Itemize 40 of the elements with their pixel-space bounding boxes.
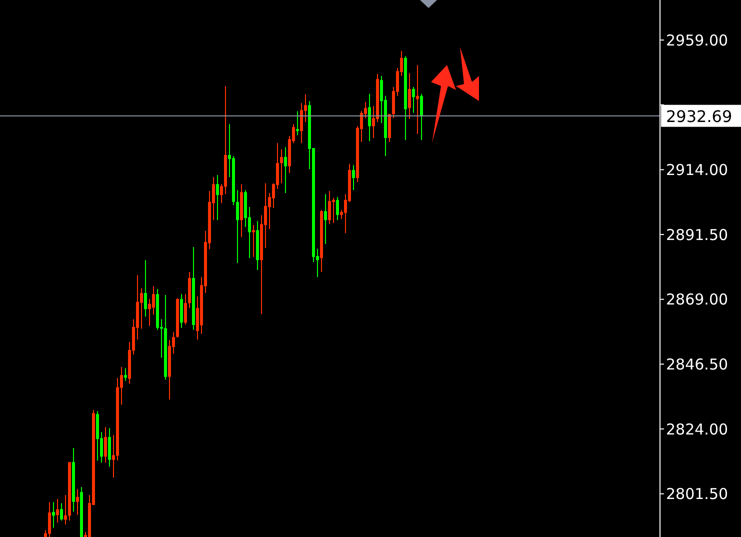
candlestick [284, 146, 287, 194]
candlestick [280, 148, 283, 184]
candlestick [140, 288, 143, 330]
candlestick [408, 72, 411, 120]
candlestick [300, 102, 303, 144]
y-tick-label: 2959.00 [666, 31, 728, 50]
candlestick [180, 294, 183, 328]
candlestick [56, 498, 59, 524]
candlestick [48, 502, 51, 537]
candlestick [184, 294, 187, 326]
candlestick [236, 190, 239, 264]
candlestick [124, 368, 127, 382]
y-tick-label: 2801.50 [666, 485, 728, 504]
candlestick [412, 86, 415, 114]
candlestick [324, 194, 327, 245]
candlestick [352, 164, 355, 191]
candlestick [336, 196, 339, 221]
candlestick [152, 286, 155, 316]
y-tick-label: 2891.50 [666, 226, 728, 244]
candlestick [252, 224, 255, 258]
candlestick [328, 190, 331, 225]
ref-line-label: 2932.69 [666, 106, 732, 126]
candlestick [52, 502, 55, 528]
candlestick [420, 93, 423, 141]
candlestick [76, 488, 79, 516]
y-tick-label: 2869.00 [666, 290, 728, 309]
candlestick [64, 494, 67, 526]
candlestick [104, 426, 107, 464]
candlestick [216, 174, 219, 221]
candlestick [388, 114, 391, 143]
candlestick [144, 260, 147, 318]
candlestick [368, 93, 371, 142]
candlestick [332, 197, 335, 224]
candlestick [416, 64, 419, 134]
candlestick [296, 110, 299, 136]
y-tick-label: 2914.00 [666, 161, 728, 180]
candlestick [108, 428, 111, 468]
y-tick-label: 2846.50 [666, 355, 728, 374]
y-tick-label: 2824.00 [666, 420, 728, 438]
candlestick [60, 502, 63, 522]
